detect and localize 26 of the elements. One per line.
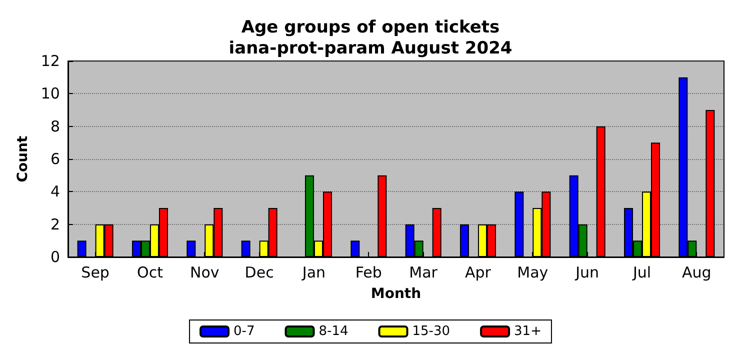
x-tick-label: Nov	[190, 264, 220, 282]
legend-label: 8-14	[318, 324, 348, 339]
x-tick-label: Mar	[409, 264, 438, 282]
y-tick-label: 6	[50, 150, 60, 168]
y-tick-label: 8	[50, 117, 60, 136]
x-tick-label: Sep	[81, 264, 110, 282]
x-axis-title: Month	[370, 286, 422, 302]
x-tick-label: Apr	[465, 264, 492, 282]
y-tick-label: 4	[50, 182, 60, 201]
x-tick-label: Jun	[574, 264, 600, 282]
y-tick-label: 2	[50, 215, 60, 234]
x-tick-label: Oct	[137, 264, 164, 282]
x-tick-label: Aug	[682, 264, 712, 282]
x-tick-label: Jan	[301, 264, 326, 282]
y-tick-label: 10	[40, 84, 60, 103]
x-tick-label: Jul	[632, 264, 652, 282]
y-tick-label: 12	[40, 52, 60, 70]
x-tick-label: Feb	[355, 264, 382, 282]
y-axis-title: Count	[15, 135, 31, 182]
legend-label: 0-7	[234, 324, 255, 339]
x-tick-label: May	[517, 264, 548, 282]
chart-title: Age groups of open tickets iana-prot-param August 2024	[228, 18, 512, 58]
legend-label: 31+	[514, 324, 542, 339]
x-tick-label: Dec	[244, 264, 274, 282]
y-tick-label: 0	[50, 248, 60, 266]
legend-label: 15-30	[412, 324, 450, 339]
